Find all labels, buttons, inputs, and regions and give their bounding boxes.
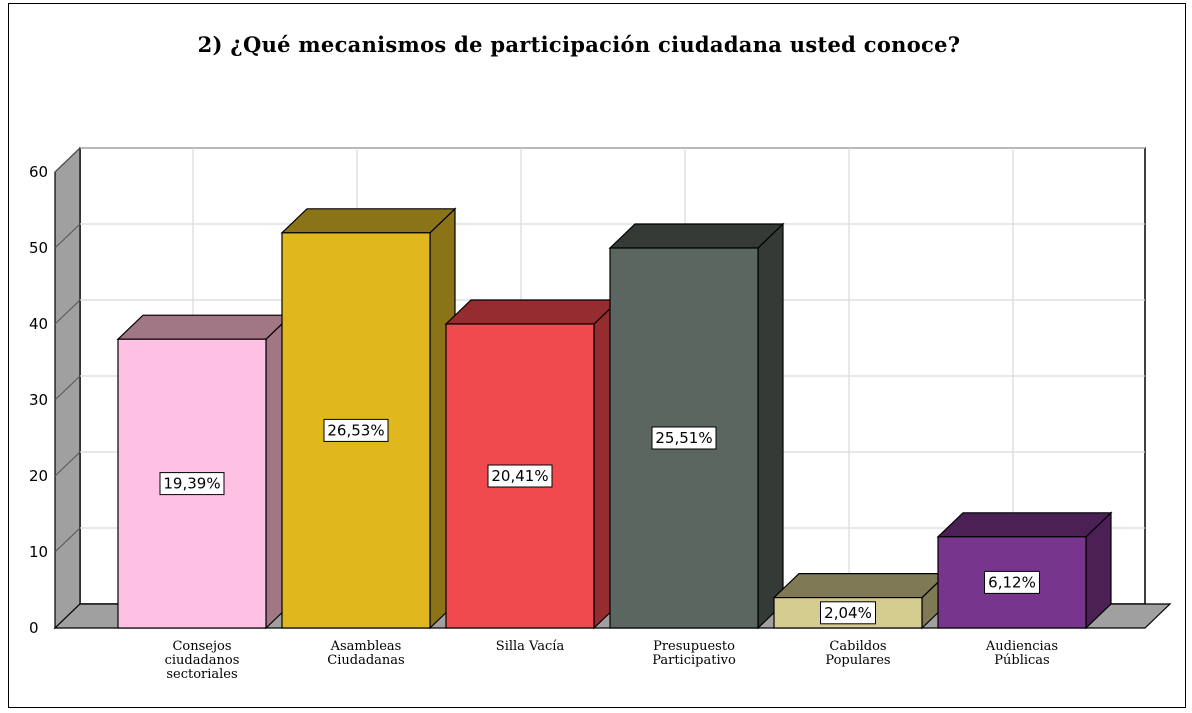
bar-6 [936, 511, 1113, 630]
data-label-text: 2,04% [824, 604, 872, 622]
gridline-wall [54, 375, 81, 401]
bar-1 [116, 313, 293, 630]
bars [116, 207, 1113, 630]
data-label: 2,04% [820, 601, 876, 625]
x-tick-label: Ciudadanas [327, 653, 404, 668]
bar-top [936, 512, 1113, 538]
data-label-text: 26,53% [327, 421, 384, 439]
data-label: 6,12% [984, 570, 1040, 594]
gridline-wall [54, 223, 81, 249]
y-tick-label: 30 [29, 391, 48, 409]
data-label: 20,41% [487, 464, 553, 488]
x-tick-label: Audiencias [985, 639, 1058, 654]
gridline-wall [54, 451, 81, 477]
x-tick-label: Participativo [652, 653, 736, 668]
chart-title: 2) ¿Qué mecanismos de participación ciud… [197, 32, 961, 57]
data-label-text: 6,12% [988, 573, 1036, 591]
bar-3 [444, 298, 621, 630]
data-label-box [651, 426, 717, 450]
y-tick-label: 0 [29, 619, 39, 637]
data-label-box [984, 570, 1040, 594]
data-label-text: 20,41% [491, 467, 548, 485]
data-label: 26,53% [323, 418, 389, 442]
y-tick-label: 40 [29, 315, 48, 333]
data-label-box [820, 601, 876, 625]
y-tick-label: 50 [29, 239, 48, 257]
x-tick-label: Consejos [172, 639, 231, 654]
data-label-box [487, 464, 553, 488]
x-tick-label: Públicas [994, 653, 1049, 668]
bar-top [772, 572, 949, 599]
y-tick-label: 10 [29, 543, 48, 561]
y-tick-label: 20 [29, 467, 48, 485]
bar-top [608, 223, 785, 249]
x-tick-label: Asambleas [330, 639, 402, 654]
gridline-wall [54, 147, 81, 173]
x-tick-label: Cabildos [829, 639, 886, 654]
bar-4 [608, 222, 785, 630]
gridline-wall [54, 299, 81, 325]
bar-top [444, 299, 621, 325]
data-labels: 19,39% 26,53% 20,41% 25,51% 2,04% 6,12% [159, 418, 1040, 625]
x-tick-label: Silla Vacía [496, 639, 565, 654]
y-axis: 0 10 20 30 40 50 60 [29, 163, 48, 637]
bar-side [757, 222, 784, 630]
data-label-box [159, 472, 225, 496]
y-tick-label: 60 [29, 163, 48, 181]
data-label-text: 25,51% [655, 429, 712, 447]
gridline-wall [54, 527, 81, 553]
data-label-text: 19,39% [163, 475, 220, 493]
x-tick-label: ciudadanos [165, 653, 240, 668]
bar-2 [280, 207, 457, 630]
x-tick-label: sectoriales [166, 667, 237, 682]
x-tick-label: Presupuesto [653, 639, 735, 654]
bar-top [116, 314, 293, 340]
data-label: 19,39% [159, 472, 225, 496]
x-tick-label: Populares [825, 653, 890, 668]
bar-top [280, 208, 457, 234]
data-label-box [323, 418, 389, 442]
data-label: 25,51% [651, 426, 717, 450]
